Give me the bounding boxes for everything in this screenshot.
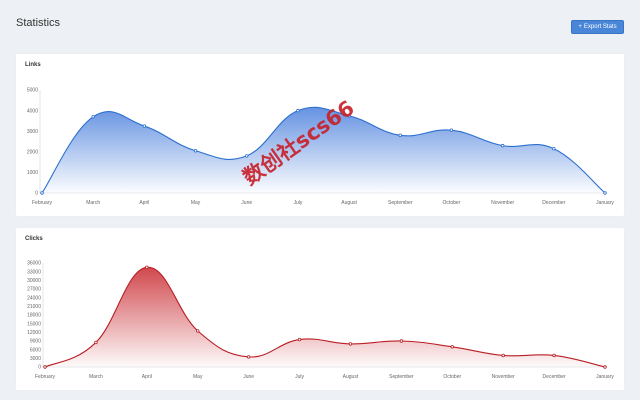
export-stats-button[interactable]: + Export Stats (571, 20, 624, 34)
links-data-point[interactable] (193, 149, 198, 153)
links-data-point[interactable] (500, 143, 505, 148)
links-data-point[interactable] (91, 115, 95, 119)
clicks-x-tick-label: July (295, 374, 304, 380)
clicks-y-tick-label: 24000 (27, 295, 41, 301)
clicks-data-point[interactable] (145, 265, 149, 270)
links-x-tick-label: February (32, 200, 53, 206)
links-y-tick-label: 2000 (27, 150, 38, 156)
links-x-tick-label: December (542, 200, 565, 206)
clicks-y-tick-label: 6000 (30, 347, 41, 353)
clicks-data-point[interactable] (43, 365, 47, 369)
clicks-y-tick-label: 9000 (30, 339, 41, 345)
plus-icon: + (578, 24, 582, 30)
links-y-tick-label: 1000 (27, 170, 38, 176)
clicks-data-point[interactable] (297, 337, 302, 342)
clicks-x-tick-label: January (596, 374, 614, 380)
clicks-data-point[interactable] (94, 340, 98, 345)
links-y-tick-label: 5000 (27, 88, 38, 94)
links-series-line (41, 106, 606, 194)
links-data-point[interactable] (449, 128, 454, 132)
clicks-chart-card: Clicks 0 3000 6000 9000 12000 15000 18000 21000… (16, 228, 624, 390)
links-x-tick-label: August (341, 200, 357, 206)
clicks-data-point[interactable] (501, 353, 505, 358)
links-data-point[interactable] (552, 147, 556, 151)
links-x-tick-label: January (596, 200, 614, 206)
clicks-x-tick-label: August (343, 374, 359, 380)
clicks-data-point[interactable] (552, 353, 556, 358)
links-y-tick-label: 3000 (27, 129, 38, 135)
clicks-chart-title: Clicks (25, 236, 43, 242)
clicks-x-tick-label: December (543, 374, 566, 380)
clicks-data-point[interactable] (196, 329, 200, 333)
links-data-point[interactable] (40, 191, 44, 195)
links-y-tick-label: 0 (35, 191, 38, 197)
clicks-y-tick-label: 12000 (27, 330, 41, 336)
links-x-tick-label: March (86, 200, 100, 206)
links-data-point[interactable] (347, 114, 351, 118)
links-x-tick-label: September (388, 200, 413, 206)
clicks-data-point[interactable] (450, 345, 454, 349)
links-data-point[interactable] (603, 191, 607, 195)
clicks-x-tick-label: March (89, 374, 103, 380)
page-title: Statistics (16, 17, 61, 29)
clicks-y-tick-label: 33000 (27, 269, 41, 275)
clicks-x-tick-label: May (193, 374, 203, 380)
links-x-tick-label: November (491, 200, 514, 206)
links-x-tick-label: June (241, 200, 252, 206)
clicks-y-tick-label: 21000 (27, 304, 41, 310)
links-data-point[interactable] (245, 154, 249, 158)
links-chart-title: Links (25, 62, 41, 68)
clicks-y-tick-label: 36000 (27, 261, 41, 267)
clicks-data-point[interactable] (399, 339, 404, 343)
links-area-fill (42, 107, 605, 193)
links-x-tick-label: October (443, 200, 461, 206)
clicks-data-point[interactable] (348, 342, 353, 346)
clicks-area-fill (45, 267, 605, 367)
clicks-x-tick-label: November (492, 374, 515, 380)
clicks-x-tick-label: September (389, 374, 414, 380)
clicks-data-point[interactable] (246, 355, 251, 359)
links-chart-card: Links 0 1000 2000 3000 4000 5000 February March… (16, 54, 624, 216)
clicks-x-tick-label: October (443, 374, 461, 380)
clicks-y-tick-label: 27000 (27, 287, 41, 293)
export-stats-label: Export Stats (583, 24, 617, 30)
clicks-chart: 0 3000 6000 9000 12000 15000 18000 21000 24000 27… (27, 261, 614, 380)
clicks-y-tick-label: 3000 (30, 356, 41, 362)
links-x-tick-label: July (293, 200, 302, 206)
links-chart: 0 1000 2000 3000 4000 5000 February March April M… (27, 88, 615, 206)
clicks-x-tick-label: February (35, 374, 56, 380)
clicks-y-tick-label: 0 (38, 365, 41, 371)
links-y-tick-label: 4000 (27, 108, 38, 114)
clicks-x-tick-label: April (142, 374, 152, 380)
clicks-data-point[interactable] (603, 365, 607, 369)
links-data-point[interactable] (296, 108, 300, 113)
links-data-point[interactable] (398, 133, 402, 138)
clicks-y-tick-label: 15000 (27, 321, 41, 327)
links-x-tick-label: April (139, 200, 149, 206)
clicks-y-tick-label: 30000 (27, 278, 41, 284)
links-x-tick-label: May (191, 200, 201, 206)
clicks-y-tick-label: 18000 (27, 313, 41, 319)
links-data-point[interactable] (142, 124, 147, 128)
clicks-x-tick-label: June (243, 374, 254, 380)
